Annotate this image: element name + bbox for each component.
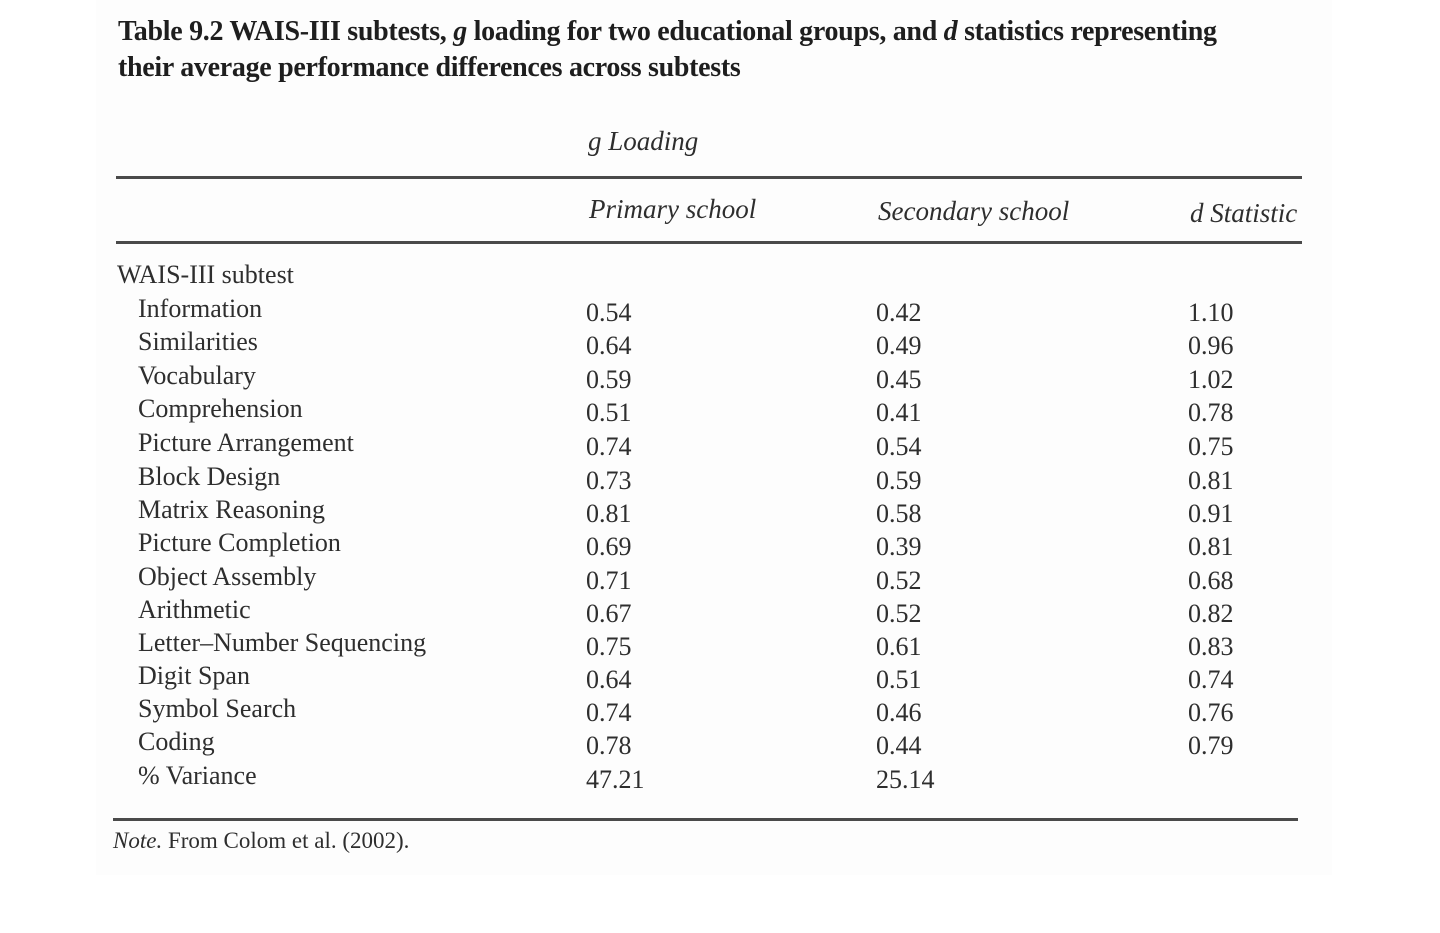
d-statistic-value: 0.78 [1188, 398, 1234, 427]
secondary-school-value: 0.46 [876, 698, 922, 727]
primary-school-value: 0.74 [586, 432, 632, 461]
table-row: Vocabulary 0.59 0.45 1.02 [0, 361, 1440, 394]
subtest-name: Picture Arrangement [138, 428, 354, 457]
subtest-name: Digit Span [138, 661, 250, 690]
secondary-school-value: 0.42 [876, 298, 922, 327]
d-statistic-value: 0.82 [1188, 599, 1234, 628]
primary-school-value: 0.64 [586, 331, 632, 360]
bottom-rule [113, 818, 1298, 821]
secondary-school-value: 0.49 [876, 331, 922, 360]
secondary-school-value: 0.59 [876, 466, 922, 495]
column-header-primary: Primary school [589, 194, 757, 224]
table-row: Information 0.54 0.42 1.10 [0, 294, 1440, 327]
table-row: Coding 0.78 0.44 0.79 [0, 727, 1440, 760]
secondary-school-value: 0.51 [876, 665, 922, 694]
secondary-school-value: 0.45 [876, 365, 922, 394]
column-header-secondary: Secondary school [878, 196, 1070, 226]
table-caption: Table 9.2 WAIS-III subtests, g loading f… [118, 14, 1238, 86]
table-row: Picture Completion 0.69 0.39 0.81 [0, 528, 1440, 561]
subtest-name: Comprehension [138, 394, 303, 423]
primary-school-value: 0.78 [586, 731, 632, 760]
column-header-d-statistic: d Statistic [1190, 198, 1298, 228]
subtest-name: Picture Completion [138, 528, 341, 557]
caption-text: statistics representing their average pe… [118, 16, 1217, 83]
d-statistic-value: 0.68 [1188, 566, 1234, 595]
secondary-school-value: 25.14 [876, 765, 935, 794]
document-page [96, 0, 1332, 875]
d-statistic-value: 0.74 [1188, 665, 1234, 694]
primary-school-value: 0.67 [586, 599, 632, 628]
secondary-school-value: 0.61 [876, 632, 922, 661]
d-statistic-value: 0.96 [1188, 331, 1234, 360]
table-row: Digit Span 0.64 0.51 0.74 [0, 661, 1440, 694]
primary-school-value: 0.54 [586, 298, 632, 327]
d-statistic-value: 0.91 [1188, 499, 1234, 528]
table-row: Symbol Search 0.74 0.46 0.76 [0, 694, 1440, 727]
top-rule [116, 176, 1302, 179]
secondary-school-value: 0.54 [876, 432, 922, 461]
note-label: Note. [113, 828, 163, 853]
caption-g-italic: g [453, 16, 467, 47]
subtest-name: Matrix Reasoning [138, 495, 326, 524]
caption-d-italic: d [943, 16, 958, 47]
subtest-name: Information [138, 294, 263, 323]
subtest-name: Coding [138, 727, 215, 756]
d-statistic-value: 0.81 [1188, 466, 1234, 495]
d-statistic-value: 0.81 [1188, 532, 1234, 561]
table-row: Picture Arrangement 0.74 0.54 0.75 [0, 428, 1440, 461]
d-statistic-value: 0.76 [1188, 698, 1234, 727]
secondary-school-value: 0.39 [876, 532, 922, 561]
primary-school-value: 0.59 [586, 365, 632, 394]
d-statistic-value: 1.02 [1188, 365, 1234, 394]
primary-school-value: 0.71 [586, 566, 632, 595]
d-statistic-value: 0.83 [1188, 632, 1234, 661]
subtest-name: Letter–Number Sequencing [138, 628, 427, 657]
secondary-school-value: 0.52 [876, 566, 922, 595]
subtest-name: Symbol Search [138, 694, 297, 723]
secondary-school-value: 0.52 [876, 599, 922, 628]
primary-school-value: 0.75 [586, 632, 632, 661]
subtest-name: Similarities [138, 327, 258, 356]
primary-school-value: 0.64 [586, 665, 632, 694]
note-text: From Colom et al. (2002). [162, 828, 410, 853]
primary-school-value: 47.21 [586, 765, 645, 794]
subtest-name: Block Design [138, 462, 281, 491]
d-statistic-value: 0.75 [1188, 432, 1234, 461]
table-row: Letter–Number Sequencing 0.75 0.61 0.83 [0, 628, 1440, 661]
section-label: WAIS-III subtest [117, 260, 294, 289]
secondary-school-value: 0.44 [876, 731, 922, 760]
primary-school-value: 0.73 [586, 466, 632, 495]
subtest-name: % Variance [138, 761, 257, 790]
caption-text: loading for two educational groups, and [466, 16, 944, 47]
table-row: Similarities 0.64 0.49 0.96 [0, 327, 1440, 360]
secondary-school-value: 0.41 [876, 398, 922, 427]
subtest-name: Arithmetic [138, 595, 251, 624]
table-row: % Variance 47.21 25.14 [0, 761, 1440, 794]
g-loading-group-header: g Loading [588, 126, 699, 156]
table-row: Comprehension 0.51 0.41 0.78 [0, 394, 1440, 427]
primary-school-value: 0.74 [586, 698, 632, 727]
table-note: Note. From Colom et al. (2002). [113, 828, 409, 854]
table-row: Object Assembly 0.71 0.52 0.68 [0, 562, 1440, 595]
table-row: Block Design 0.73 0.59 0.81 [0, 462, 1440, 495]
primary-school-value: 0.81 [586, 499, 632, 528]
d-statistic-value: 1.10 [1188, 298, 1234, 327]
subtest-name: Object Assembly [138, 562, 317, 591]
subtest-name: Vocabulary [138, 361, 256, 390]
table-row: Matrix Reasoning 0.81 0.58 0.91 [0, 495, 1440, 528]
header-rule [116, 241, 1302, 244]
primary-school-value: 0.69 [586, 532, 632, 561]
secondary-school-value: 0.58 [876, 499, 922, 528]
d-statistic-value: 0.79 [1188, 731, 1234, 760]
caption-text: Table 9.2 WAIS-III subtests, [118, 16, 454, 47]
table-row: Arithmetic 0.67 0.52 0.82 [0, 595, 1440, 628]
primary-school-value: 0.51 [586, 398, 632, 427]
